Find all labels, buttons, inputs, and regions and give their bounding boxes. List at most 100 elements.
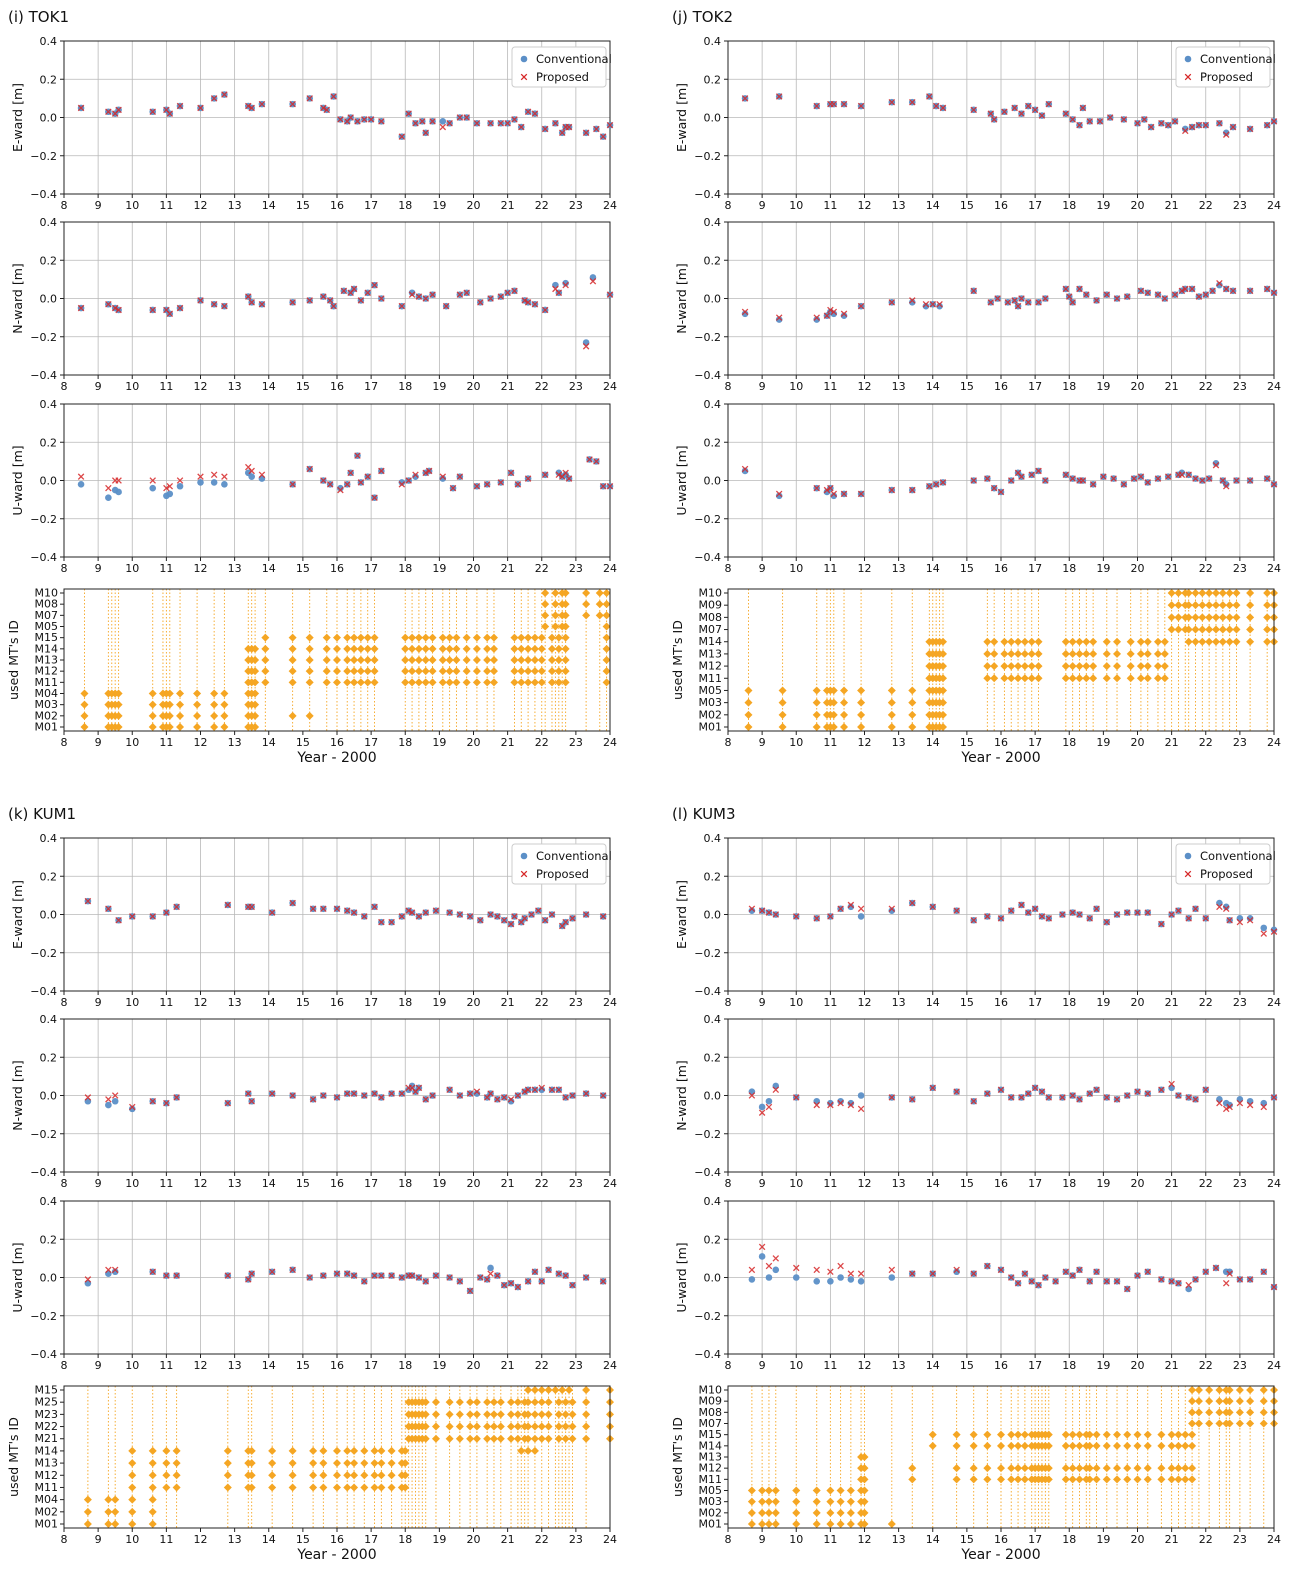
proposed-point: [1007, 1274, 1015, 1281]
mt-marker: [860, 1464, 869, 1473]
proposed-point: [555, 289, 563, 297]
mt-marker: [602, 589, 611, 597]
proposed-point: [268, 1268, 276, 1276]
x-tick-label: 24: [603, 199, 617, 212]
mt-marker: [350, 1471, 359, 1480]
x-tick-label: 18: [398, 1177, 412, 1190]
conventional-point: [758, 1103, 766, 1111]
mt-marker: [360, 1459, 369, 1468]
mt-marker: [1211, 637, 1220, 646]
proposed-point: [320, 477, 327, 484]
mt-marker: [428, 633, 437, 642]
mt-marker: [747, 1520, 756, 1528]
mt-marker: [438, 667, 447, 676]
mt-marker: [1184, 637, 1193, 646]
mt-marker: [370, 656, 379, 664]
mt-marker: [938, 662, 947, 671]
proposed-point: [449, 484, 457, 492]
mt-marker: [1153, 674, 1162, 683]
proposed-point: [840, 100, 848, 108]
proposed-point: [929, 1084, 937, 1092]
mt-marker: [561, 622, 570, 631]
mt-marker: [148, 700, 157, 709]
proposed-point: [926, 93, 933, 100]
proposed-point: [541, 916, 549, 924]
x-tick-label: 8: [725, 380, 732, 393]
mt-marker: [223, 1471, 232, 1480]
proposed-point: [569, 1092, 576, 1099]
proposed-point: [507, 920, 515, 928]
mt-marker: [836, 1497, 845, 1506]
mt-marker: [554, 644, 563, 653]
mt-marker: [1181, 1464, 1190, 1473]
mt-marker: [1089, 637, 1098, 646]
mt-id-label: M04: [35, 687, 59, 700]
mt-marker: [1075, 1441, 1084, 1450]
x-tick-label: 13: [892, 1533, 906, 1546]
proposed-point: [1216, 903, 1223, 911]
x-tick-label: 16: [994, 996, 1008, 1009]
proposed-point: [1216, 1099, 1223, 1107]
conventional-point: [1246, 915, 1254, 922]
x-tick-label: 9: [95, 1177, 102, 1190]
mt-marker: [1007, 1430, 1016, 1439]
x-tick-label: 13: [228, 736, 242, 749]
mt-marker: [445, 1434, 454, 1443]
proposed-point: [1222, 131, 1230, 138]
proposed-point: [775, 314, 783, 321]
mt-marker: [80, 723, 89, 731]
x-tick-label: 22: [535, 1177, 549, 1190]
mt-marker: [524, 1386, 533, 1394]
mt-id-label: M03: [699, 1495, 723, 1508]
mt-marker: [517, 667, 526, 676]
x-tick-label: 10: [789, 1533, 803, 1546]
mt-marker: [744, 698, 753, 707]
conventional-point: [748, 1276, 756, 1283]
y-tick-label: −0.2: [30, 150, 57, 163]
mt-marker: [554, 633, 563, 642]
mt-marker: [1167, 1430, 1176, 1439]
mt-marker: [176, 711, 185, 720]
x-tick-label: 21: [501, 1533, 515, 1546]
mt-marker: [343, 1483, 352, 1492]
mt-marker: [1044, 1475, 1053, 1484]
proposed-point: [813, 314, 820, 321]
mt-marker: [860, 1497, 869, 1506]
proposed-point: [210, 300, 218, 308]
x-tick-label: 9: [95, 996, 102, 1009]
mt-marker: [1061, 1475, 1070, 1484]
x-tick-label: 14: [926, 736, 940, 749]
mt-marker: [431, 1422, 440, 1431]
x-tick-label: 23: [1233, 380, 1247, 393]
proposed-point: [289, 100, 296, 108]
x-tick-label: 14: [262, 1533, 276, 1546]
proposed-point: [1045, 100, 1053, 108]
mt-marker: [462, 667, 471, 676]
x-tick-label: 17: [1028, 996, 1042, 1009]
mt-marker: [445, 644, 454, 653]
proposed-point: [1076, 285, 1083, 293]
proposed-point: [350, 285, 358, 293]
y-tick-label: −0.4: [30, 188, 57, 201]
mt-marker: [356, 656, 365, 664]
mt-marker: [812, 1508, 821, 1517]
x-tick-label: 20: [467, 1177, 481, 1190]
mt-marker: [408, 667, 417, 676]
conventional-point: [775, 316, 783, 323]
proposed-point: [1069, 1272, 1076, 1279]
x-tick-label: 11: [823, 996, 837, 1009]
proposed-point: [1233, 477, 1240, 484]
mt-marker: [363, 644, 372, 653]
y-tick-label: 0.4: [704, 35, 722, 48]
proposed-point: [524, 1086, 532, 1094]
proposed-point: [224, 1272, 232, 1279]
conventional-point: [439, 118, 447, 125]
mt-marker: [764, 1508, 773, 1517]
proposed-point: [514, 1283, 522, 1291]
proposed-point: [582, 911, 590, 918]
mt-marker: [1089, 674, 1098, 683]
mt-marker: [1235, 1419, 1244, 1428]
conventional-point: [888, 1274, 896, 1281]
proposed-point: [210, 471, 218, 479]
